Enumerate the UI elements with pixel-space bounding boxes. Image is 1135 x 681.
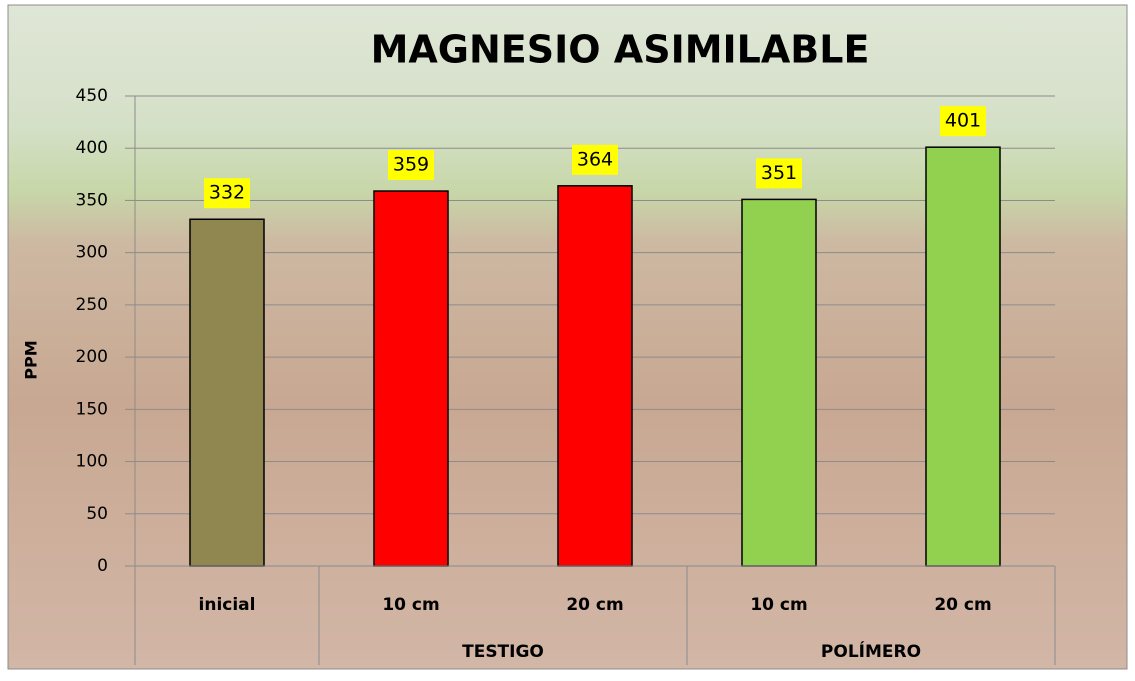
y-tick-label: 0: [97, 556, 108, 576]
y-tick-label: 250: [76, 295, 108, 315]
chart: MAGNESIO ASIMILABLE PPM 0 50 100 150 200 250 3…: [0, 0, 1135, 681]
value-label: 359: [393, 154, 429, 176]
y-tick-label: 150: [76, 399, 108, 419]
bar: [742, 199, 816, 566]
bar: [374, 191, 448, 566]
bar: [190, 219, 264, 566]
x-tick-label: inicial: [199, 595, 256, 615]
y-tick-label: 350: [76, 190, 108, 210]
x-tick-label: 10 cm: [750, 595, 807, 615]
y-tick-label: 300: [76, 243, 108, 263]
y-tick-label: 400: [76, 138, 108, 158]
x-tick-label: 10 cm: [382, 595, 439, 615]
value-label: 401: [945, 110, 981, 132]
bar: [926, 147, 1000, 566]
y-axis-label: PPM: [22, 340, 41, 379]
x-tick-label: 20 cm: [934, 595, 991, 615]
y-tick-label: 100: [76, 452, 108, 472]
x-tick-label: 20 cm: [566, 595, 623, 615]
chart-title: MAGNESIO ASIMILABLE: [371, 28, 870, 72]
value-label: 332: [209, 182, 245, 204]
value-label: 351: [761, 162, 797, 184]
value-label: 364: [577, 148, 613, 170]
group-label: TESTIGO: [462, 642, 544, 662]
bar: [558, 186, 632, 566]
y-tick-label: 200: [76, 347, 108, 367]
group-label: POLÍMERO: [821, 640, 921, 662]
y-tick-label: 50: [86, 504, 108, 524]
y-tick-label: 450: [76, 86, 108, 106]
